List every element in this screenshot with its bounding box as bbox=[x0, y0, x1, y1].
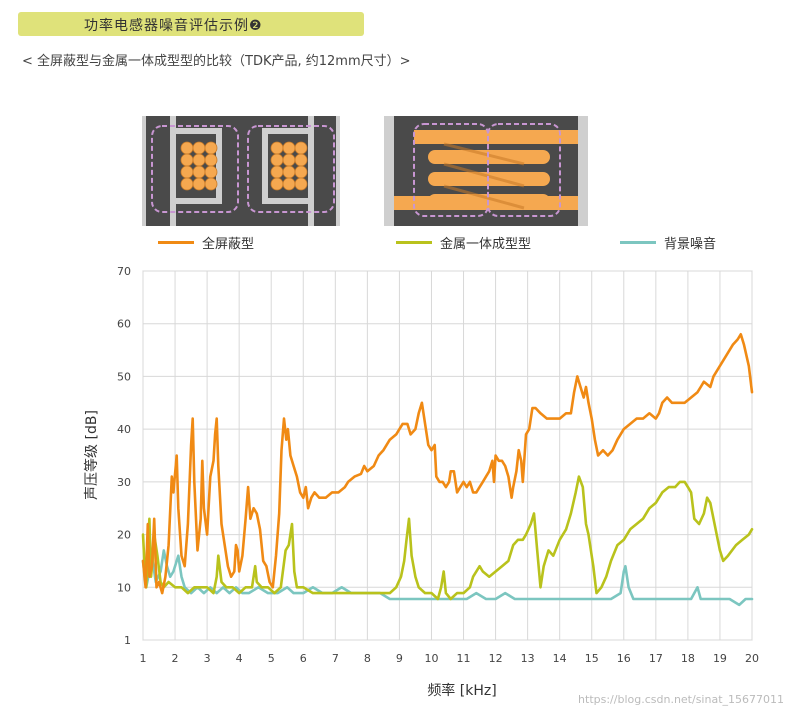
section-banner: 功率电感器噪音评估示例❷ bbox=[18, 12, 364, 36]
legend-swatch-metal bbox=[396, 241, 432, 244]
y-tick-label: 40 bbox=[117, 423, 131, 436]
watermark: https://blog.csdn.net/sinat_15677011 bbox=[578, 693, 784, 706]
legend-swatch-shielded bbox=[158, 241, 194, 244]
x-tick-label: 9 bbox=[396, 652, 403, 665]
x-axis-label: 频率 [kHz] bbox=[427, 682, 496, 699]
chart-grid bbox=[142, 270, 753, 641]
x-tick-label: 5 bbox=[268, 652, 275, 665]
series-line-metal bbox=[141, 475, 754, 601]
x-tick-label: 14 bbox=[553, 652, 567, 665]
y-tick-label: 30 bbox=[117, 476, 131, 489]
x-tick-label: 1 bbox=[140, 652, 147, 665]
y-tick-label: 50 bbox=[117, 370, 131, 383]
x-tick-label: 2 bbox=[172, 652, 179, 665]
x-tick-label: 17 bbox=[649, 652, 663, 665]
y-tick-label: 20 bbox=[117, 529, 131, 542]
y-axis-label: 声压等级 [dB] bbox=[83, 410, 100, 500]
banner-title: 功率电感器噪音评估示例❷ bbox=[84, 18, 263, 34]
plot-frame bbox=[142, 270, 753, 641]
chart-ticks: 1 2 3 4 5 6 7 8 9 10 11 12 13 14 15 16 17 18 19 20110203040… bbox=[117, 265, 759, 665]
x-tick-label: 15 bbox=[585, 652, 599, 665]
y-tick-label: 70 bbox=[117, 265, 131, 278]
series-line-background bbox=[141, 549, 754, 607]
subtitle: < 全屏蔽型与金属一体成型型的比较（TDK产品, 约12mm尺寸）> bbox=[22, 54, 411, 69]
x-tick-label: 4 bbox=[236, 652, 243, 665]
legend-swatch-background bbox=[620, 241, 656, 244]
x-tick-label: 13 bbox=[521, 652, 535, 665]
chart-legend: 全屏蔽型 金属一体成型型 背景噪音 bbox=[0, 232, 792, 252]
y-tick-label: 60 bbox=[117, 318, 131, 331]
series-line-shielded bbox=[141, 333, 754, 595]
x-tick-label: 6 bbox=[300, 652, 307, 665]
x-tick-label: 19 bbox=[713, 652, 727, 665]
x-tick-label: 18 bbox=[681, 652, 695, 665]
x-tick-label: 12 bbox=[489, 652, 503, 665]
legend-label-shielded: 全屏蔽型 bbox=[202, 237, 255, 252]
metal-molded-inductor-illustration bbox=[384, 116, 588, 226]
chart-series bbox=[141, 333, 754, 607]
x-tick-label: 20 bbox=[745, 652, 759, 665]
y-tick-label: 1 bbox=[124, 634, 131, 647]
x-tick-label: 3 bbox=[204, 652, 211, 665]
y-tick-label: 10 bbox=[117, 581, 131, 594]
x-tick-label: 10 bbox=[424, 652, 438, 665]
x-tick-label: 7 bbox=[332, 652, 339, 665]
legend-label-metal: 金属一体成型型 bbox=[440, 237, 532, 252]
shielded-inductor-illustration bbox=[142, 116, 340, 226]
x-tick-label: 11 bbox=[457, 652, 471, 665]
legend-label-background: 背景噪音 bbox=[664, 237, 717, 252]
x-tick-label: 16 bbox=[617, 652, 631, 665]
x-tick-label: 8 bbox=[364, 652, 371, 665]
noise-chart: 1 2 3 4 5 6 7 8 9 10 11 12 13 14 15 16 17 18 19 20110203040… bbox=[83, 265, 759, 699]
